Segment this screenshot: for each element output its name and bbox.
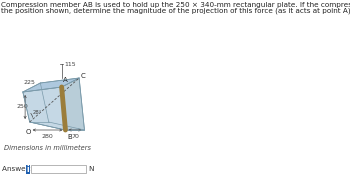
Text: 28°: 28° bbox=[33, 110, 42, 115]
Text: B: B bbox=[67, 134, 72, 140]
Text: 225: 225 bbox=[24, 80, 36, 84]
FancyBboxPatch shape bbox=[26, 165, 30, 173]
Polygon shape bbox=[23, 78, 79, 92]
Text: 250: 250 bbox=[16, 104, 28, 110]
Text: 280: 280 bbox=[42, 134, 54, 139]
Text: A: A bbox=[63, 77, 68, 83]
Text: Dimensions in millimeters: Dimensions in millimeters bbox=[4, 145, 91, 151]
Text: 115: 115 bbox=[64, 62, 76, 66]
Text: i: i bbox=[27, 165, 29, 173]
Polygon shape bbox=[30, 122, 84, 130]
Text: the position shown, determine the magnitude of the projection of this force (as : the position shown, determine the magnit… bbox=[1, 8, 350, 15]
Text: N: N bbox=[88, 166, 94, 172]
Polygon shape bbox=[62, 78, 84, 130]
Text: O: O bbox=[26, 129, 31, 135]
Text: Compression member AB is used to hold up the 250 × 340-mm rectangular plate. If : Compression member AB is used to hold up… bbox=[1, 2, 350, 8]
Text: 70: 70 bbox=[71, 134, 79, 139]
Text: C: C bbox=[80, 73, 85, 79]
FancyBboxPatch shape bbox=[31, 165, 86, 173]
Polygon shape bbox=[23, 87, 65, 130]
Text: Answer: Fₒᴄ =: Answer: Fₒᴄ = bbox=[2, 166, 52, 172]
